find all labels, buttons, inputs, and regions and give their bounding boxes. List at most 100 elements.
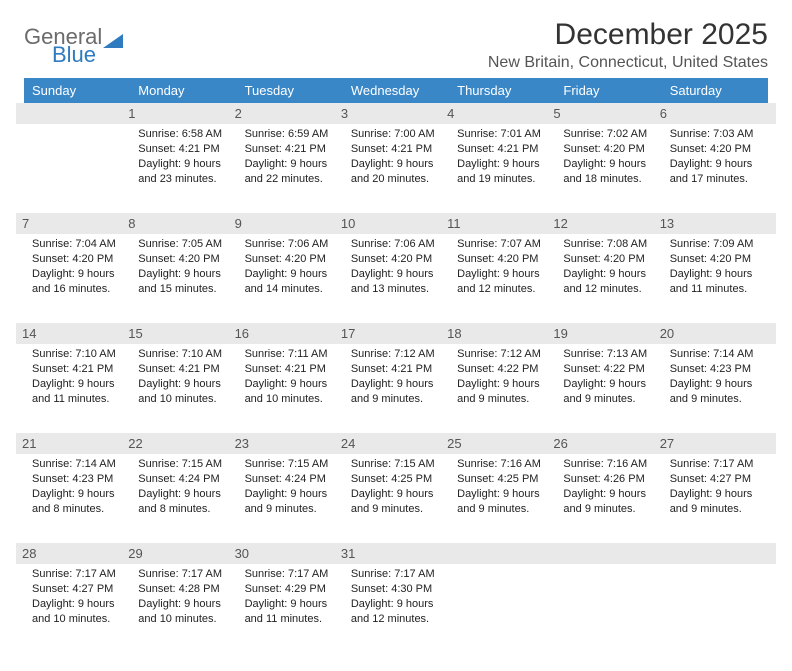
- logo-triangle-icon: [103, 34, 123, 48]
- sunrise-line: Sunrise: 7:03 AM: [670, 127, 760, 142]
- day-number: 29: [122, 543, 244, 564]
- day-details: Sunrise: 7:03 AMSunset: 4:20 PMDaylight:…: [670, 127, 760, 186]
- day-number: 17: [335, 323, 457, 344]
- sunrise-line: Sunrise: 7:07 AM: [457, 237, 547, 252]
- day-number: 4: [441, 103, 563, 124]
- daylight-line-2: and 9 minutes.: [670, 392, 760, 407]
- day-details: Sunrise: 7:01 AMSunset: 4:21 PMDaylight:…: [457, 127, 547, 186]
- calendar-body: 123456Sunrise: 6:58 AMSunset: 4:21 PMDay…: [24, 103, 768, 653]
- day-cell: Sunrise: 7:14 AMSunset: 4:23 PMDaylight:…: [662, 347, 768, 433]
- day-number-empty: [16, 103, 138, 124]
- day-cell: [24, 127, 130, 213]
- day-cell: Sunrise: 7:09 AMSunset: 4:20 PMDaylight:…: [662, 237, 768, 323]
- title-block: December 2025 New Britain, Connecticut, …: [488, 18, 768, 72]
- sunrise-line: Sunrise: 7:12 AM: [351, 347, 441, 362]
- day-cell: Sunrise: 6:58 AMSunset: 4:21 PMDaylight:…: [130, 127, 236, 213]
- daylight-line-2: and 8 minutes.: [138, 502, 228, 517]
- sunrise-line: Sunrise: 7:15 AM: [138, 457, 228, 472]
- daylight-line-2: and 13 minutes.: [351, 282, 441, 297]
- daylight-line-2: and 9 minutes.: [351, 392, 441, 407]
- sunset-line: Sunset: 4:30 PM: [351, 582, 441, 597]
- day-details: Sunrise: 7:15 AMSunset: 4:25 PMDaylight:…: [351, 457, 441, 516]
- daynum-cell: 14: [24, 323, 130, 347]
- sunset-line: Sunset: 4:25 PM: [457, 472, 547, 487]
- daylight-line-2: and 14 minutes.: [245, 282, 335, 297]
- day-cell: Sunrise: 7:10 AMSunset: 4:21 PMDaylight:…: [130, 347, 236, 433]
- weekday-header: Tuesday: [237, 78, 343, 103]
- sunrise-line: Sunrise: 7:09 AM: [670, 237, 760, 252]
- daylight-line-1: Daylight: 9 hours: [670, 267, 760, 282]
- day-cell: Sunrise: 7:02 AMSunset: 4:20 PMDaylight:…: [555, 127, 661, 213]
- day-cell: [555, 567, 661, 653]
- sunset-line: Sunset: 4:20 PM: [32, 252, 122, 267]
- sunrise-line: Sunrise: 7:17 AM: [670, 457, 760, 472]
- week-row: Sunrise: 7:04 AMSunset: 4:20 PMDaylight:…: [24, 237, 768, 323]
- sunset-line: Sunset: 4:20 PM: [670, 142, 760, 157]
- daynum-cell: 10: [343, 213, 449, 237]
- day-number: 19: [547, 323, 669, 344]
- day-details: Sunrise: 7:11 AMSunset: 4:21 PMDaylight:…: [245, 347, 335, 406]
- weekday-header: Monday: [130, 78, 236, 103]
- weekday-header: Thursday: [449, 78, 555, 103]
- daynum-cell: 6: [662, 103, 768, 127]
- sunset-line: Sunset: 4:28 PM: [138, 582, 228, 597]
- daylight-line-1: Daylight: 9 hours: [563, 377, 653, 392]
- daynum-row: 78910111213: [24, 213, 768, 237]
- daylight-line-1: Daylight: 9 hours: [351, 487, 441, 502]
- day-details: Sunrise: 7:17 AMSunset: 4:27 PMDaylight:…: [32, 567, 122, 626]
- day-cell: Sunrise: 7:15 AMSunset: 4:25 PMDaylight:…: [343, 457, 449, 543]
- day-details: Sunrise: 7:15 AMSunset: 4:24 PMDaylight:…: [138, 457, 228, 516]
- day-number: 30: [229, 543, 351, 564]
- day-details: Sunrise: 7:14 AMSunset: 4:23 PMDaylight:…: [32, 457, 122, 516]
- sunset-line: Sunset: 4:20 PM: [351, 252, 441, 267]
- daylight-line-2: and 11 minutes.: [245, 612, 335, 627]
- sunrise-line: Sunrise: 7:12 AM: [457, 347, 547, 362]
- logo: GeneralBlue: [24, 18, 123, 66]
- day-details: Sunrise: 7:17 AMSunset: 4:30 PMDaylight:…: [351, 567, 441, 626]
- daylight-line-1: Daylight: 9 hours: [245, 597, 335, 612]
- sunset-line: Sunset: 4:21 PM: [351, 142, 441, 157]
- daynum-cell: 23: [237, 433, 343, 457]
- daynum-cell: 22: [130, 433, 236, 457]
- day-cell: Sunrise: 7:10 AMSunset: 4:21 PMDaylight:…: [24, 347, 130, 433]
- day-details: Sunrise: 7:16 AMSunset: 4:25 PMDaylight:…: [457, 457, 547, 516]
- daynum-cell: 25: [449, 433, 555, 457]
- daylight-line-1: Daylight: 9 hours: [351, 157, 441, 172]
- daylight-line-2: and 9 minutes.: [563, 392, 653, 407]
- daynum-cell: 7: [24, 213, 130, 237]
- sunrise-line: Sunrise: 7:16 AM: [563, 457, 653, 472]
- sunrise-line: Sunrise: 7:17 AM: [351, 567, 441, 582]
- header: GeneralBlue December 2025 New Britain, C…: [24, 18, 768, 72]
- daylight-line-1: Daylight: 9 hours: [138, 267, 228, 282]
- daynum-cell: [662, 543, 768, 567]
- daylight-line-1: Daylight: 9 hours: [138, 487, 228, 502]
- day-number: 10: [335, 213, 457, 234]
- sunset-line: Sunset: 4:26 PM: [563, 472, 653, 487]
- daylight-line-2: and 8 minutes.: [32, 502, 122, 517]
- daylight-line-1: Daylight: 9 hours: [670, 487, 760, 502]
- sunset-line: Sunset: 4:20 PM: [563, 142, 653, 157]
- daynum-cell: 20: [662, 323, 768, 347]
- day-cell: Sunrise: 7:15 AMSunset: 4:24 PMDaylight:…: [130, 457, 236, 543]
- daylight-line-2: and 9 minutes.: [245, 502, 335, 517]
- sunset-line: Sunset: 4:23 PM: [32, 472, 122, 487]
- day-number: 20: [654, 323, 776, 344]
- day-cell: Sunrise: 7:17 AMSunset: 4:28 PMDaylight:…: [130, 567, 236, 653]
- month-title: December 2025: [488, 18, 768, 52]
- day-cell: Sunrise: 7:12 AMSunset: 4:21 PMDaylight:…: [343, 347, 449, 433]
- sunrise-line: Sunrise: 7:10 AM: [138, 347, 228, 362]
- day-details: Sunrise: 7:06 AMSunset: 4:20 PMDaylight:…: [351, 237, 441, 296]
- sunset-line: Sunset: 4:23 PM: [670, 362, 760, 377]
- daylight-line-2: and 16 minutes.: [32, 282, 122, 297]
- day-cell: Sunrise: 7:17 AMSunset: 4:30 PMDaylight:…: [343, 567, 449, 653]
- daylight-line-1: Daylight: 9 hours: [351, 597, 441, 612]
- sunrise-line: Sunrise: 7:02 AM: [563, 127, 653, 142]
- sunset-line: Sunset: 4:21 PM: [138, 142, 228, 157]
- daynum-cell: 21: [24, 433, 130, 457]
- sunset-line: Sunset: 4:21 PM: [457, 142, 547, 157]
- daynum-row: 21222324252627: [24, 433, 768, 457]
- daynum-cell: 30: [237, 543, 343, 567]
- daynum-cell: 4: [449, 103, 555, 127]
- day-cell: Sunrise: 7:17 AMSunset: 4:27 PMDaylight:…: [662, 457, 768, 543]
- sunset-line: Sunset: 4:20 PM: [245, 252, 335, 267]
